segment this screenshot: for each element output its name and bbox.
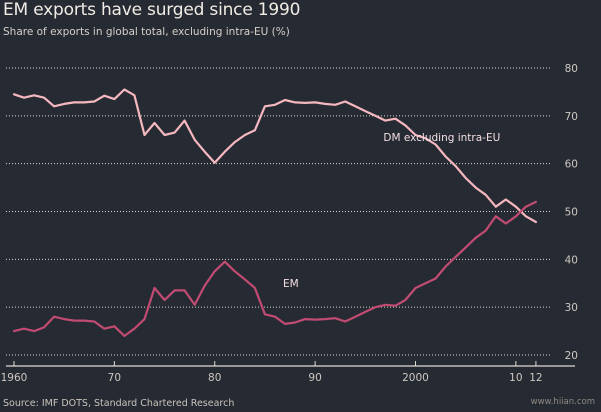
y-axis-tick-labels: 20 30 40 50 60 70 80: [565, 63, 578, 362]
chart-title: EM exports have surged since 1990: [3, 0, 301, 20]
y-tick-label: 30: [565, 302, 578, 314]
series-line-dm: [12, 88, 537, 224]
x-axis: 1960 70 80 90 2000 10 12: [1, 361, 575, 384]
x-tick-label: 80: [208, 372, 221, 384]
x-tick-label: 90: [308, 372, 321, 384]
series-labels: DM excluding intra-EU EM: [283, 132, 500, 290]
y-tick-label: 50: [565, 207, 578, 219]
y-tick-label: 20: [565, 350, 578, 362]
y-tick-label: 70: [565, 111, 578, 123]
gridlines: [6, 67, 552, 356]
series-label-em: EM: [283, 278, 299, 290]
series-label-dm: DM excluding intra-EU: [383, 132, 500, 144]
chart-subtitle: Share of exports in global total, exclud…: [3, 26, 290, 38]
x-tick-label: 2000: [402, 372, 429, 384]
x-tick-label: 1960: [1, 372, 28, 384]
series-line-em: [12, 200, 537, 337]
watermark: www.hiian.com: [530, 397, 595, 407]
y-tick-label: 80: [565, 63, 578, 75]
x-tick-label: 12: [529, 372, 542, 384]
y-tick-label: 40: [565, 254, 578, 266]
x-tick-label: 70: [108, 372, 121, 384]
y-tick-label: 60: [565, 159, 578, 171]
x-tick-label: 10: [509, 372, 522, 384]
series-lines: [12, 88, 537, 337]
source-note: Source: IMF DOTS, Standard Chartered Res…: [3, 398, 235, 409]
